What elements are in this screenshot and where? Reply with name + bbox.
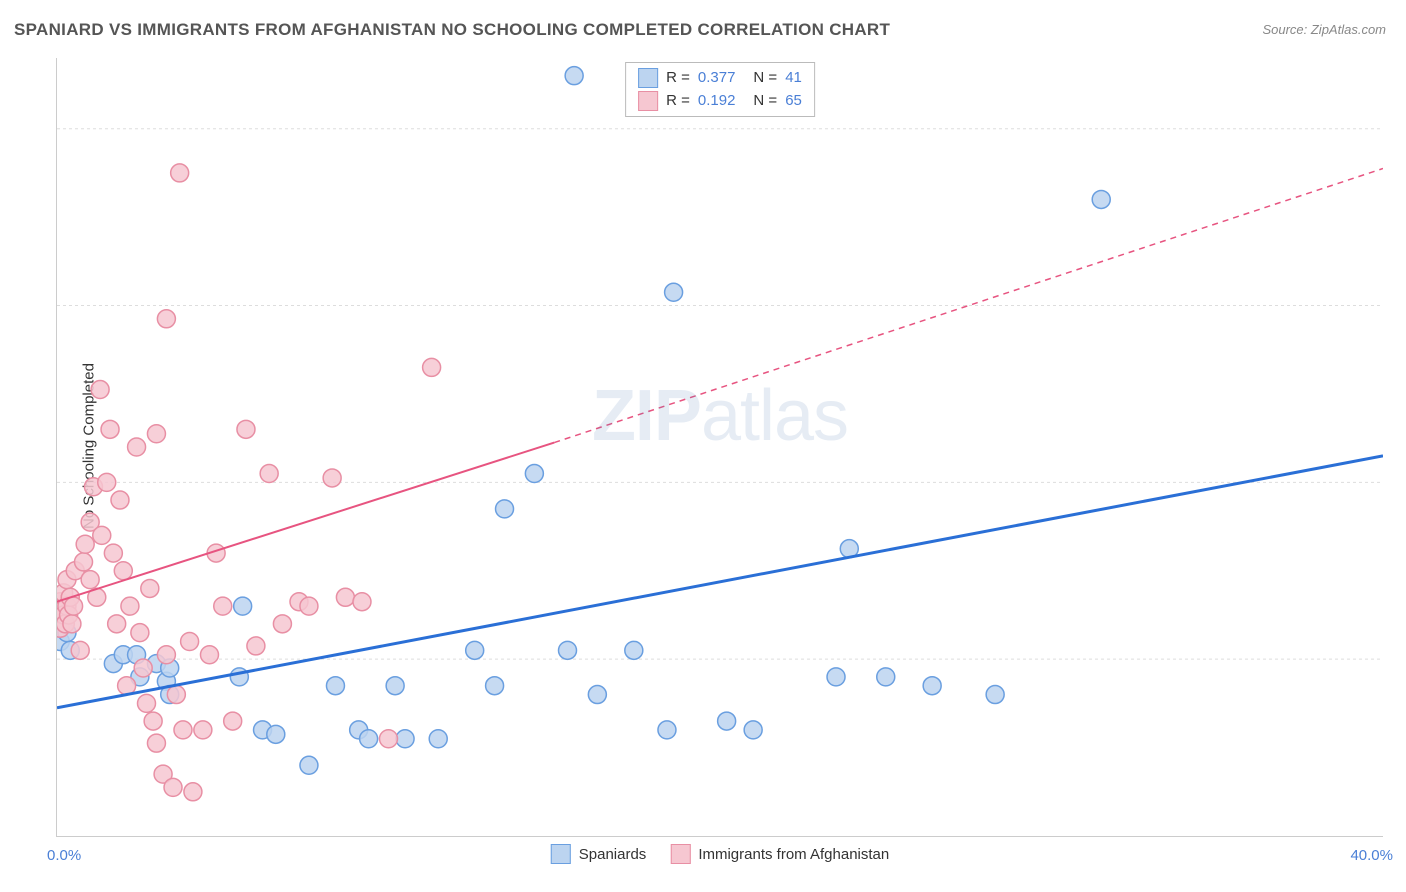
r-label: R = [666,90,690,113]
legend-swatch-blue [551,844,571,864]
legend-label-spaniards: Spaniards [579,846,647,863]
n-label: N = [753,67,777,90]
legend-item-afghan: Immigrants from Afghanistan [670,844,889,864]
correlation-legend: R = 0.377 N = 41 R = 0.192 N = 65 [625,62,815,117]
legend-row-afghan: R = 0.192 N = 65 [638,90,802,113]
y-tick-label: 2.0% [1393,651,1406,668]
n-value-pink: 65 [785,90,802,113]
y-tick-label: 8.0% [1393,120,1406,137]
series-legend: Spaniards Immigrants from Afghanistan [551,844,889,864]
r-value-pink: 0.192 [698,90,736,113]
x-tick-left: 0.0% [47,847,81,864]
legend-row-spaniards: R = 0.377 N = 41 [638,67,802,90]
x-tick-right: 40.0% [1350,847,1393,864]
y-tick-label: 6.0% [1393,297,1406,314]
plot-area: ZIPatlas R = 0.377 N = 41 R = 0.192 N = … [56,58,1383,837]
chart-container: SPANIARD VS IMMIGRANTS FROM AFGHANISTAN … [0,0,1406,892]
r-label: R = [666,67,690,90]
source-label: Source: ZipAtlas.com [1262,22,1386,37]
legend-swatch-pink [638,91,658,111]
legend-item-spaniards: Spaniards [551,844,647,864]
chart-title: SPANIARD VS IMMIGRANTS FROM AFGHANISTAN … [14,20,890,40]
y-tick-label: 4.0% [1393,474,1406,491]
legend-swatch-blue [638,68,658,88]
legend-swatch-pink [670,844,690,864]
n-value-blue: 41 [785,67,802,90]
legend-label-afghan: Immigrants from Afghanistan [698,846,889,863]
r-value-blue: 0.377 [698,67,736,90]
chart-svg [57,58,1383,836]
n-label: N = [753,90,777,113]
